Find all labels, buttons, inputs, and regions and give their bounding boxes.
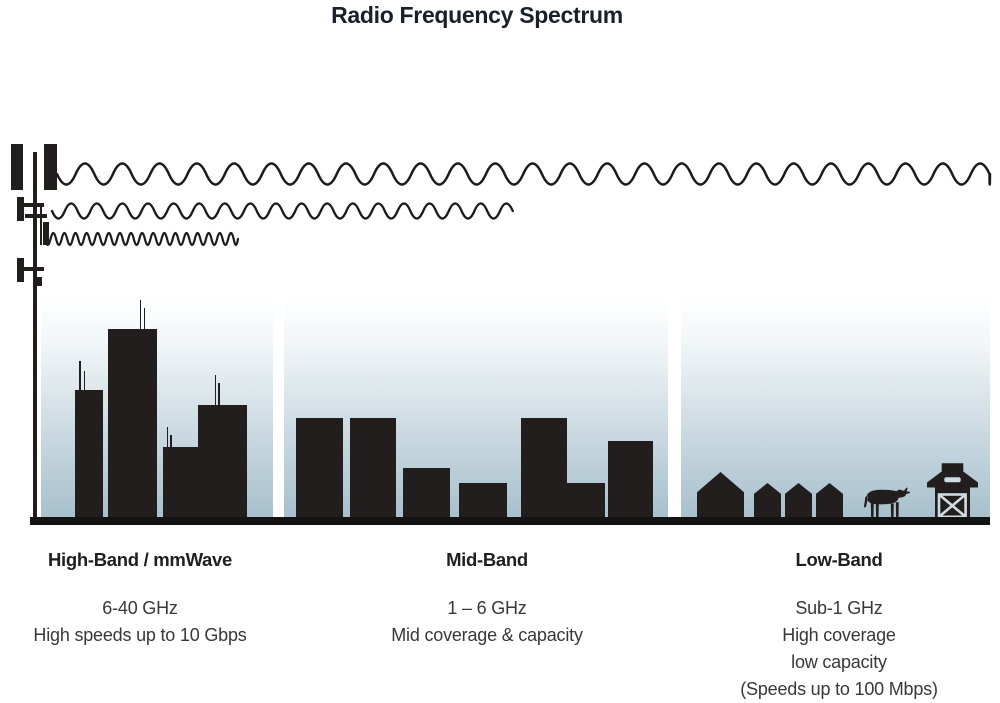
rooftop-antenna-icon [139, 300, 141, 329]
rooftop-antenna-icon [83, 371, 85, 390]
tower-lower-panel-left [17, 258, 24, 282]
tower-crossbar-upper-2 [25, 213, 47, 218]
rooftop-antenna-icon [166, 426, 168, 447]
diagram-scene [11, 144, 992, 525]
building-silhouette [608, 440, 653, 518]
low-band-description: High coverage [782, 625, 896, 645]
rooftop-antenna-icon [214, 375, 216, 405]
building-silhouette [296, 418, 343, 518]
building-silhouette [459, 483, 507, 518]
building-silhouette [108, 329, 157, 518]
low-band-label: Low-Band Sub-1 GHz High coverage low cap… [689, 549, 989, 703]
barn-icon [927, 463, 978, 518]
high-band-description: High speeds up to 10 Gbps [33, 625, 247, 645]
tower-top-panel-right [44, 144, 57, 190]
high-frequency-wave-icon [43, 231, 240, 247]
rooftop-antenna-icon [143, 308, 145, 329]
tower-pole [33, 152, 37, 518]
tower-mid-panel-left [17, 197, 24, 221]
tower-mid-panel-right [43, 222, 49, 245]
tower-lower-stub [37, 277, 42, 286]
rooftop-antenna-icon [218, 382, 220, 405]
low-band-heading: Low-Band [795, 549, 883, 570]
tower-crossbar-lower [18, 266, 44, 271]
high-band-frequency: 6-40 GHz [102, 598, 178, 618]
rooftop-antenna-icon [170, 434, 172, 447]
mid-band-frequency: 1 – 6 GHz [447, 598, 527, 618]
mid-frequency-wave-icon [50, 202, 514, 220]
mid-band-label: Mid-Band 1 – 6 GHz Mid coverage & capaci… [337, 549, 637, 649]
page-title: Radio Frequency Spectrum [331, 2, 623, 28]
rooftop-antenna-icon [79, 361, 81, 390]
low-band-speed-note: (Speeds up to 100 Mbps) [740, 679, 938, 699]
building-silhouette [163, 446, 198, 518]
low-frequency-wave-icon [55, 162, 992, 186]
cow-icon [863, 487, 910, 517]
tower-strut [39, 207, 42, 245]
mid-band-description: Mid coverage & capacity [391, 625, 583, 645]
tower-top-panel-left [11, 144, 23, 190]
building-silhouette [403, 468, 450, 518]
barn-loft-vent [944, 477, 961, 483]
high-band-label: High-Band / mmWave 6-40 GHz High speeds … [0, 549, 290, 649]
high-band-heading: High-Band / mmWave [47, 549, 233, 570]
building-silhouette [521, 418, 567, 518]
building-silhouette [567, 483, 605, 518]
tower-crossbar-upper [18, 202, 44, 207]
section-labels: High-Band / mmWave 6-40 GHz High speeds … [0, 540, 1000, 700]
building-silhouette [198, 405, 247, 518]
mid-band-heading: Mid-Band [446, 549, 528, 570]
ground-line [30, 516, 990, 525]
sky-gradient-mid-band [284, 298, 668, 518]
low-band-frequency: Sub-1 GHz [795, 598, 883, 618]
low-band-description-2: low capacity [791, 652, 887, 672]
building-silhouette [350, 418, 396, 518]
building-silhouette [75, 390, 103, 518]
